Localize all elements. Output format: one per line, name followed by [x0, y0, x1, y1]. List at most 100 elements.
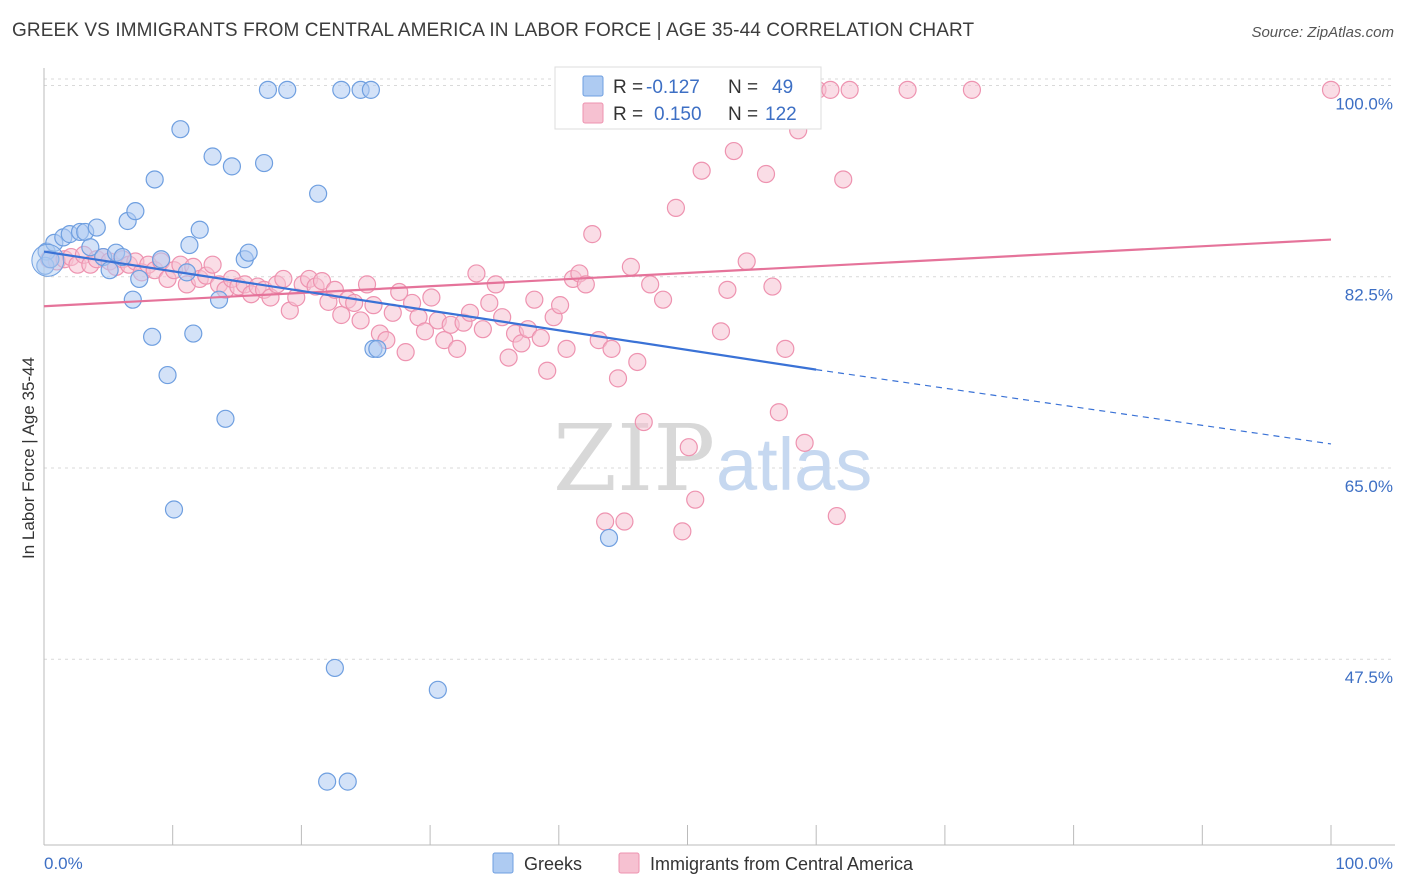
central-point-80 [557, 339, 576, 358]
greeks-point-48 [41, 250, 60, 269]
central-point-97 [679, 438, 698, 457]
central-point-65 [460, 303, 480, 322]
chart-title: GREEK VS IMMIGRANTS FROM CENTRAL AMERICA… [12, 20, 975, 41]
greeks-point-9 [100, 261, 119, 280]
greeks-cluster-blob [31, 243, 65, 277]
greeks-point-28 [216, 409, 235, 428]
legend-swatch-greeks [582, 75, 604, 97]
central-point-71 [499, 348, 518, 367]
greeks-point-14 [123, 290, 142, 309]
greeks-point-26 [203, 147, 222, 166]
central-point-83 [576, 275, 595, 294]
series-legend-swatch-greeks [492, 852, 514, 874]
legend-r-label-greeks: R = [613, 77, 643, 98]
central-point-103 [724, 141, 743, 161]
legend-r-value-central: 0.150 [654, 104, 702, 125]
central-point-69 [486, 275, 505, 294]
central-point-96 [673, 522, 692, 541]
central-point-93 [641, 275, 660, 294]
greeks-point-15 [130, 269, 149, 289]
series-legend-swatch-central [618, 852, 640, 874]
central-point-109 [769, 403, 788, 422]
legend-n-value-greeks: 49 [772, 77, 793, 98]
central-point-48 [351, 311, 370, 330]
central-point-50 [364, 296, 383, 315]
legend-r-label-central: R = [613, 104, 643, 125]
central-point-86 [596, 512, 615, 531]
central-point-55 [396, 343, 415, 362]
central-point-99 [692, 161, 711, 180]
tick-labels: 47.5% 65.0% 82.5% 100.0% 0.0% 100.0% [44, 94, 1393, 873]
central-point-88 [608, 369, 628, 388]
greeks-point-45 [599, 528, 619, 548]
central-point-101 [711, 322, 731, 341]
greeks-point-11 [113, 247, 132, 267]
greeks-point-44 [428, 680, 447, 699]
stats-legend: R = -0.127 N = 49 R = 0.150 N = 122 [554, 66, 822, 130]
central-point-94 [653, 290, 673, 309]
greeks-point-7 [81, 238, 100, 257]
central-point-92 [634, 412, 653, 432]
central-point-90 [621, 257, 640, 276]
series-legend-label-greeks: Greeks [524, 854, 582, 874]
series-legend: Greeks Immigrants from Central America [492, 852, 914, 874]
greeks-point-33 [258, 80, 278, 99]
central-point-84 [583, 225, 602, 244]
greeks-point-35 [309, 184, 328, 203]
greeks-point-20 [164, 500, 184, 519]
greeks-point-36 [318, 772, 337, 791]
greeks-points [31, 80, 736, 791]
greeks-point-41 [361, 80, 380, 99]
central-point-67 [473, 320, 492, 339]
central-point-113 [795, 433, 814, 452]
greeks-point-27 [209, 290, 229, 309]
central-point-95 [666, 198, 686, 217]
y-tick-label-0: 47.5% [1345, 668, 1393, 687]
central-point-116 [827, 506, 846, 526]
y-tick-label-3: 100.0% [1335, 94, 1393, 113]
central-point-120 [962, 80, 982, 99]
greeks-trend-extension [816, 369, 1332, 445]
central-point-68 [480, 293, 499, 313]
greeks-point-34 [278, 80, 297, 99]
central-point-121 [1321, 80, 1341, 99]
x-tick-label-0: 0.0% [44, 854, 83, 873]
chart-source: Source: ZipAtlas.com [1251, 24, 1394, 41]
greeks-point-32 [254, 153, 274, 173]
greeks-point-19 [158, 365, 177, 385]
legend-r-value-greeks: -0.127 [646, 77, 700, 98]
central-point-89 [615, 512, 634, 531]
central-point-87 [602, 339, 621, 358]
greeks-point-23 [180, 235, 199, 255]
grid-lines [44, 78, 1395, 660]
axes [43, 68, 1395, 846]
trend-lines [43, 238, 1332, 445]
y-tick-label-2: 82.5% [1345, 286, 1393, 305]
series-legend-label-central: Immigrants from Central America [650, 854, 914, 874]
greeks-point-13 [126, 202, 145, 221]
greeks-point-17 [145, 170, 164, 189]
legend-n-label-greeks: N = [728, 77, 758, 98]
greeks-point-37 [325, 658, 344, 678]
greeks-point-31 [239, 243, 258, 262]
central-point-98 [686, 490, 705, 509]
central-point-42 [312, 272, 332, 291]
greeks-point-43 [368, 339, 387, 358]
central-point-110 [776, 339, 795, 358]
greeks-point-38 [332, 80, 351, 99]
central-point-76 [531, 328, 550, 348]
central-trend-line [43, 238, 1332, 308]
greeks-point-18 [152, 250, 171, 269]
central-point-59 [422, 288, 441, 307]
y-axis-label: In Labor Force | Age 35-44 [19, 357, 38, 559]
greeks-point-16 [143, 327, 162, 346]
watermark-atlas: atlas [716, 423, 872, 506]
central-point-91 [628, 352, 647, 372]
central-point-118 [840, 80, 859, 99]
greeks-trend-line [43, 250, 817, 371]
central-point-105 [737, 252, 756, 271]
legend-swatch-central [582, 102, 604, 124]
central-point-36 [274, 269, 293, 289]
greeks-point-21 [171, 120, 190, 139]
central-point-66 [467, 264, 486, 283]
